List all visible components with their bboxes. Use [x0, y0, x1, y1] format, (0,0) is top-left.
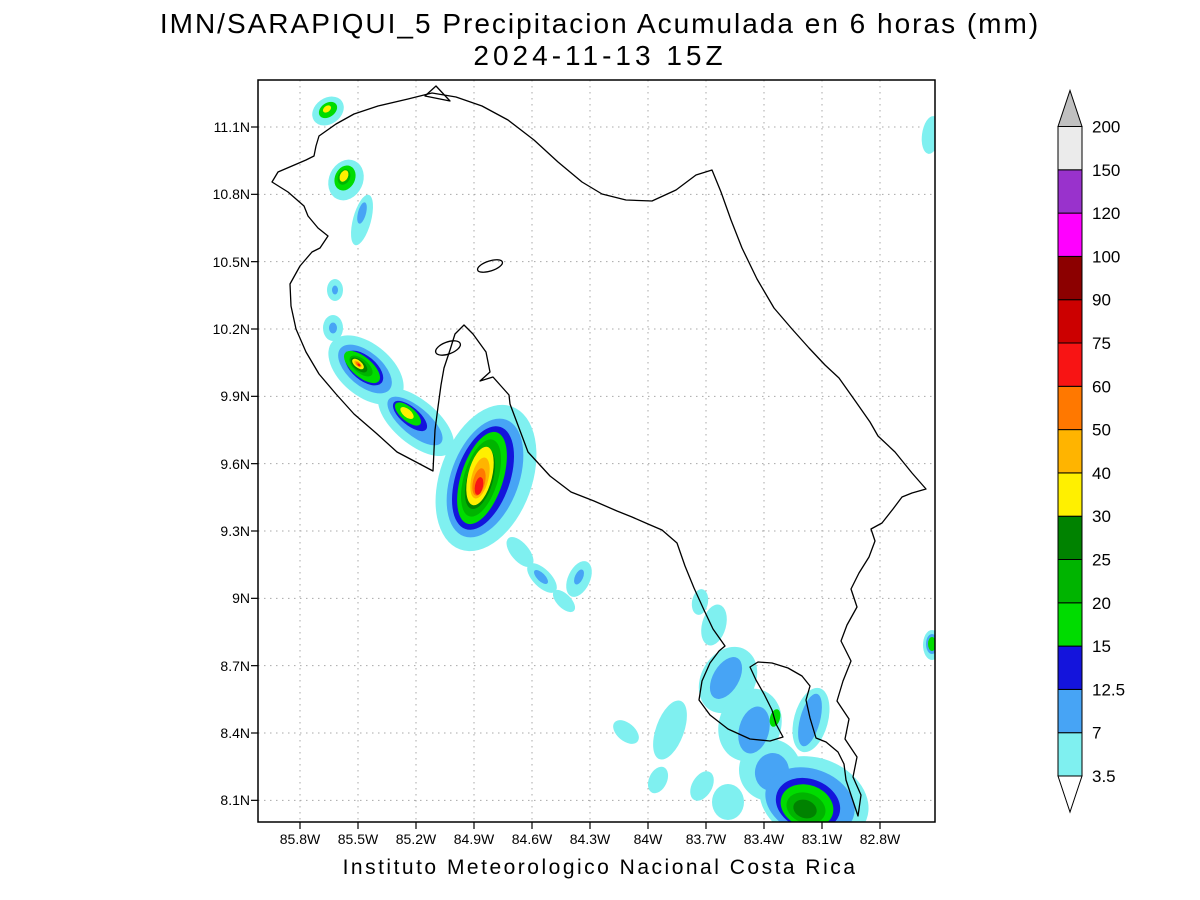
precip-region-60mm — [357, 363, 484, 495]
colorbar-segment-75 — [1057, 299, 1083, 344]
lon-tick-label: 84W — [633, 831, 663, 847]
precip-region-7mm — [329, 202, 935, 822]
chira-island — [434, 340, 462, 356]
colorbar-level-label: 20 — [1092, 594, 1111, 613]
colorbar-under-arrow — [1057, 775, 1083, 814]
map-plot-area — [251, 79, 936, 829]
colorbar-segment-25 — [1057, 515, 1083, 561]
colorbar-level-label: 40 — [1092, 464, 1111, 483]
lat-tick-label: 9.6N — [220, 455, 250, 472]
colorbar-segment-15 — [1057, 602, 1083, 647]
lon-tick-label: 85.8W — [279, 831, 321, 847]
lon-tick-label: 84.6W — [511, 831, 553, 847]
colorbar-level-label: 120 — [1092, 204, 1120, 223]
colorbar-level-label: 7 — [1092, 724, 1101, 743]
lon-tick-label: 85.5W — [337, 831, 379, 847]
lat-tick-label: 8.7N — [220, 657, 250, 674]
colorbar-level-label: 30 — [1092, 507, 1111, 526]
lat-tick-label: 9.9N — [220, 388, 250, 405]
lat-tick-label: 8.1N — [220, 792, 250, 809]
precipitation-map-svg — [251, 79, 936, 829]
colorbar-level-label: 25 — [1092, 551, 1111, 570]
colorbar-segment-150 — [1057, 126, 1083, 171]
colorbar-segment-30 — [1057, 472, 1083, 517]
colorbar-level-label: 200 — [1092, 118, 1120, 137]
lake-nicaragua-tip — [424, 85, 451, 102]
colorbar-segment-20 — [1057, 559, 1083, 604]
lon-tick-label: 83.1W — [801, 831, 843, 847]
colorbar-level-label: 15 — [1092, 637, 1111, 656]
lat-tick-label: 8.4N — [220, 724, 250, 741]
colorbar-level-label: 50 — [1092, 421, 1111, 440]
lat-tick-label: 10.8N — [212, 186, 250, 203]
lat-tick-label: 9N — [232, 590, 250, 607]
lat-tick-label: 10.2N — [212, 320, 250, 337]
lon-tick-label: 83.4W — [743, 831, 785, 847]
costa-rica-coastline — [271, 92, 927, 817]
axis-tick-marks — [251, 126, 881, 829]
colorbar-level-label: 75 — [1092, 334, 1111, 353]
lon-tick-label: 84.3W — [569, 831, 611, 847]
colorbar-segment-60 — [1057, 342, 1083, 387]
lat-tick-label: 9.3N — [220, 522, 250, 539]
colorbar-segment-12.5 — [1057, 645, 1083, 690]
chart-title: IMN/SARAPIQUI_5 Precipitacion Acumulada … — [159, 8, 1041, 39]
colorbar-level-label: 3.5 — [1092, 767, 1116, 786]
footer-caption: Instituto Meteorologico Nacional Costa R… — [342, 856, 858, 879]
coastline-layer — [271, 85, 927, 817]
plot-border — [257, 79, 936, 823]
colorbar-segment-120 — [1057, 169, 1083, 214]
lon-tick-label: 85.2W — [395, 831, 437, 847]
colorbar-legend: 3.5 7 12.5 15 20 25 30 40 50 60 75 90 100 120 150 200 — [1057, 88, 1125, 814]
lat-tick-label: 11.1N — [213, 119, 250, 135]
colorbar-level-label: 100 — [1092, 247, 1120, 266]
lake-arenal — [476, 259, 504, 273]
lon-tick-label: 84.9W — [453, 831, 495, 847]
colorbar-segment-3.5 — [1057, 732, 1083, 777]
lat-tick-label: 10.5N — [212, 253, 250, 270]
colorbar-segment-90 — [1057, 255, 1083, 301]
colorbar-level-label: 150 — [1092, 161, 1120, 180]
colorbar-segment-100 — [1057, 212, 1083, 257]
colorbar-level-label: 60 — [1092, 377, 1111, 396]
colorbar-segment-7 — [1057, 688, 1083, 734]
colorbar-segment-50 — [1057, 385, 1083, 431]
colorbar-over-arrow — [1057, 88, 1083, 127]
colorbar-segment-40 — [1057, 429, 1083, 474]
lon-tick-label: 82.8W — [859, 831, 901, 847]
colorbar-level-label: 12.5 — [1092, 680, 1125, 699]
chart-subtitle-date: 2024-11-13 15Z — [473, 40, 727, 71]
lon-tick-label: 83.7W — [685, 831, 727, 847]
colorbar-level-label: 90 — [1092, 291, 1111, 310]
